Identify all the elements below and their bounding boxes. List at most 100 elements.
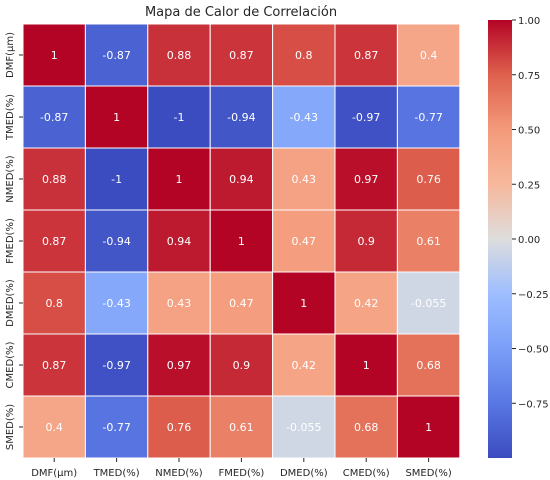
x-tick-label: DMED(%): [280, 468, 328, 479]
cell-value-label: -0.94: [227, 111, 255, 124]
heatmap-cell: [396, 85, 461, 149]
cell-value-label: 0.4: [420, 49, 438, 62]
colorbar-tick-label: 0.25: [518, 180, 540, 191]
cell-value-label: 0.76: [416, 173, 441, 186]
cell-value-label: -0.87: [40, 111, 68, 124]
heatmap-cell: [84, 23, 149, 87]
cell-value-label: 1: [425, 421, 432, 434]
heatmap-cell: [209, 209, 274, 273]
colorbar-tick-label: −0.75: [518, 399, 549, 410]
heatmap-cell: [272, 395, 336, 459]
cell-value-label: -1: [111, 173, 122, 186]
cell-value-label: 1: [238, 235, 245, 248]
x-tick-label: CMED(%): [343, 468, 390, 479]
cell-value-label: 0.88: [42, 173, 67, 186]
cell-value-label: 1: [51, 49, 58, 62]
cell-value-label: 0.9: [357, 235, 375, 248]
colorbar-tick-label: −0.25: [518, 290, 549, 301]
y-tick-label: TMED(%): [5, 94, 16, 141]
heatmap-cell: [334, 395, 398, 459]
heatmap-cell: [147, 147, 211, 211]
heatmap-cells: [22, 23, 461, 459]
heatmap-cell: [209, 395, 274, 459]
cell-value-label: -0.87: [102, 49, 130, 62]
cell-value-label: 0.94: [229, 173, 254, 186]
cell-value-label: 1: [176, 173, 183, 186]
heatmap-cell: [209, 147, 274, 211]
cell-value-label: 0.61: [229, 421, 254, 434]
heatmap-cell: [147, 23, 211, 87]
cell-value-label: 0.87: [354, 49, 379, 62]
cell-value-label: -1: [174, 111, 185, 124]
cell-value-label: -0.43: [290, 111, 318, 124]
colorbar-tick-label: 1.00: [518, 16, 540, 27]
x-axis-ticks: DMF(µm) TMED(%) NMED(%) FMED(%) DMED(%) CMED(…: [31, 458, 452, 479]
cell-value-label: -0.055: [411, 297, 446, 310]
heatmap-cell-labels: 1 -0.87 0.88 0.87 0.8 0.87 0.4 -0.87 1 -1 -0.94 -0.…: [40, 49, 446, 434]
cell-value-label: 0.47: [229, 297, 254, 310]
heatmap-cell: [147, 395, 211, 459]
cell-value-label: 0.97: [354, 173, 379, 186]
heatmap-cell: [396, 147, 461, 211]
heatmap-cell: [84, 333, 149, 397]
cell-value-label: -0.77: [414, 111, 442, 124]
colorbar-ticks: 1.00 0.75 0.50 0.25 0.00 −0.25 −0.50 −0.75: [512, 16, 549, 410]
chart-title: Mapa de Calor de Correlación: [145, 5, 337, 20]
heatmap-cell: [22, 271, 86, 335]
cell-value-label: -0.94: [102, 235, 130, 248]
heatmap-cell: [396, 333, 461, 397]
x-tick-label: TMED(%): [93, 468, 140, 479]
colorbar-gradient: [488, 20, 512, 458]
cell-value-label: -0.97: [102, 359, 130, 372]
x-tick-label: SMED(%): [405, 468, 451, 479]
heatmap-cell: [22, 395, 86, 459]
colorbar-tick-label: 0.00: [518, 235, 540, 246]
x-tick-label: DMF(µm): [31, 468, 77, 479]
colorbar-tick-label: 0.75: [518, 71, 540, 82]
cell-value-label: 0.76: [167, 421, 192, 434]
cell-value-label: 1: [300, 297, 307, 310]
cell-value-label: 0.97: [167, 359, 192, 372]
heatmap-cell: [147, 85, 211, 149]
cell-value-label: 0.43: [292, 173, 317, 186]
colorbar: 1.00 0.75 0.50 0.25 0.00 −0.25 −0.50 −0.75: [488, 16, 549, 458]
cell-value-label: 0.68: [354, 421, 379, 434]
colorbar-tick-label: 0.50: [518, 126, 540, 137]
cell-value-label: 0.42: [354, 297, 379, 310]
cell-value-label: 0.61: [416, 235, 441, 248]
y-tick-label: NMED(%): [5, 155, 16, 203]
y-tick-label: FMED(%): [5, 218, 16, 264]
cell-value-label: 0.87: [229, 49, 254, 62]
cell-value-label: -0.97: [352, 111, 380, 124]
cell-value-label: -0.055: [286, 421, 321, 434]
cell-value-label: 1: [363, 359, 370, 372]
cell-value-label: 0.4: [45, 421, 63, 434]
cell-value-label: 0.87: [42, 359, 67, 372]
heatmap-cell: [396, 395, 461, 459]
y-axis-ticks: DMF(µm) TMED(%) NMED(%) FMED(%) DMED(%) CMED(…: [5, 32, 23, 450]
heatmap-cell: [22, 333, 86, 397]
cell-value-label: 0.8: [295, 49, 313, 62]
heatmap-cell: [147, 271, 211, 335]
heatmap-cell: [209, 23, 274, 87]
cell-value-label: 0.88: [167, 49, 192, 62]
heatmap-cell: [22, 23, 86, 87]
heatmap-cell: [209, 333, 274, 397]
heatmap-cell: [22, 209, 86, 273]
cell-value-label: 0.68: [416, 359, 441, 372]
cell-value-label: 0.9: [233, 359, 251, 372]
cell-value-label: -0.77: [102, 421, 130, 434]
x-tick-label: NMED(%): [155, 468, 203, 479]
cell-value-label: -0.43: [102, 297, 130, 310]
heatmap-cell: [84, 147, 149, 211]
heatmap-cell: [84, 209, 149, 273]
cell-value-label: 0.43: [167, 297, 192, 310]
heatmap-cell: [272, 333, 336, 397]
cell-value-label: 0.42: [292, 359, 317, 372]
heatmap-cell: [334, 147, 398, 211]
heatmap-cell: [334, 23, 398, 87]
y-tick-label: CMED(%): [5, 341, 16, 388]
colorbar-tick-label: −0.50: [518, 345, 549, 356]
cell-value-label: 0.94: [167, 235, 192, 248]
